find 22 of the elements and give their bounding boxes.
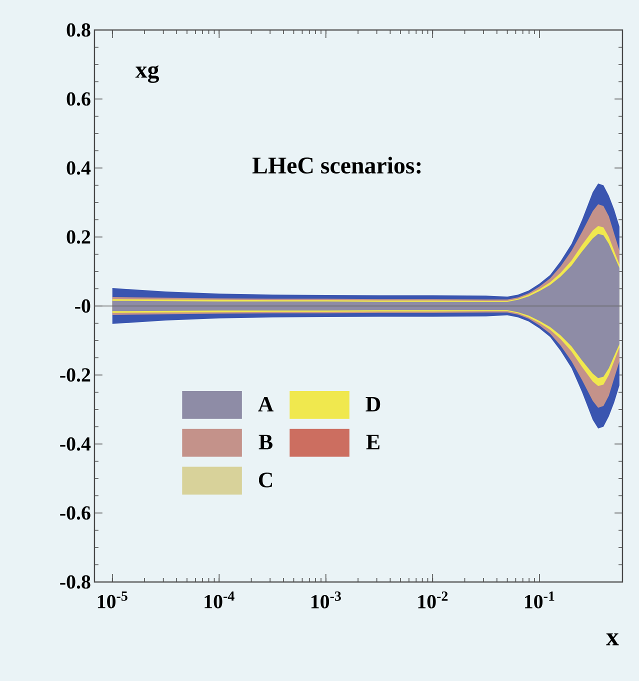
x-tick-label: 10$^{-1}$ xyxy=(524,591,554,608)
y-tick-label: 0.2 xyxy=(66,230,90,244)
y-tick-label: 0.8 xyxy=(66,23,90,37)
x-tick-label: 10$^{-4}$ xyxy=(204,591,234,608)
y-axis-title: xg xyxy=(135,65,159,83)
x-tick-label: 10$^{-5}$ xyxy=(98,591,128,608)
x-axis-title: x xyxy=(606,633,619,646)
y-tick-label: -0.8 xyxy=(60,575,90,589)
y-tick-label: -0.6 xyxy=(60,506,90,520)
y-tick-label: -0.2 xyxy=(60,368,90,382)
y-tick-label: -0 xyxy=(74,299,90,313)
y-tick-label: -0.4 xyxy=(60,437,90,451)
x-tick-label: 10$^{-3}$ xyxy=(311,591,341,608)
legend-label: D xyxy=(366,397,380,412)
legend-label: B xyxy=(258,434,272,450)
legend-label: E xyxy=(366,434,380,450)
x-tick-label: 10$^{-2}$ xyxy=(418,591,448,608)
annotation: LHeC scenarios: xyxy=(252,156,420,174)
legend-label: C xyxy=(258,472,272,488)
legend-label: A xyxy=(258,396,274,412)
y-tick-label: 0.6 xyxy=(66,92,90,106)
y-tick-label: 0.4 xyxy=(66,161,90,175)
